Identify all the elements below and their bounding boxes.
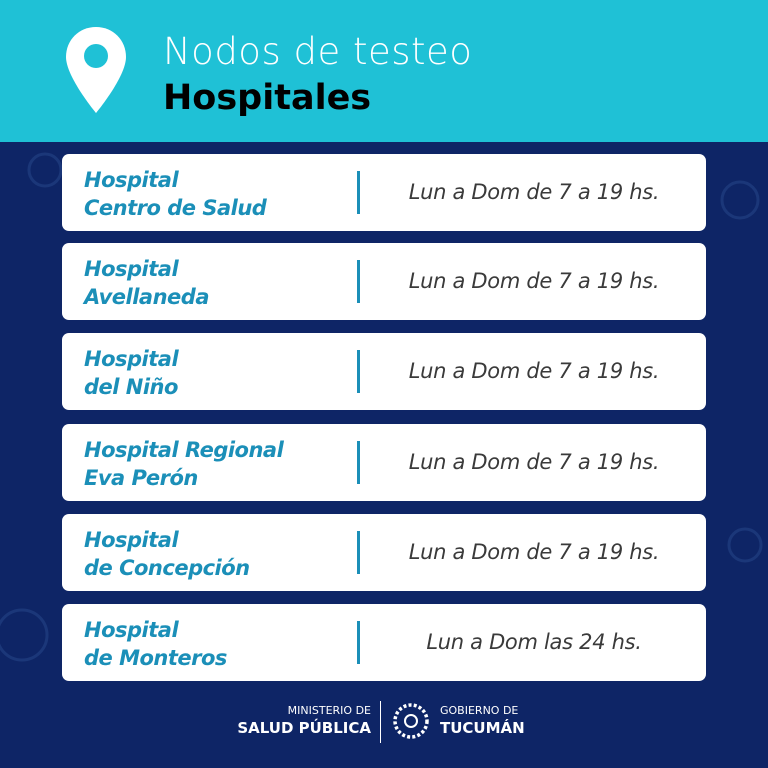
divider	[357, 531, 360, 574]
name-line1: Hospital	[84, 347, 179, 371]
hospital-name: Hospital del Niño	[84, 345, 179, 401]
gov-line1: GOBIERNO DE	[440, 704, 519, 717]
name-line1: Hospital	[84, 528, 179, 552]
ministry-line2: SALUD PÚBLICA	[237, 719, 371, 737]
hospital-name: Hospital de Monteros	[84, 616, 227, 672]
hospital-hours: Lun a Dom de 7 a 19 hs.	[408, 450, 660, 474]
name-line1: Hospital	[84, 168, 179, 192]
hospital-hours: Lun a Dom de 7 a 19 hs.	[408, 359, 660, 383]
name-line1: Hospital Regional	[84, 438, 284, 462]
gov-line2: TUCUMÁN	[440, 719, 525, 737]
hospital-name: Hospital Regional Eva Perón	[84, 436, 284, 492]
hospital-hours: Lun a Dom de 7 a 19 hs.	[408, 269, 660, 293]
virus-decoration-icon	[0, 608, 49, 662]
hospital-card: Hospital de Monteros Lun a Dom las 24 hs.	[62, 604, 706, 681]
name-line2: del Niño	[84, 375, 178, 399]
name-line2: de Monteros	[84, 646, 227, 670]
divider	[357, 441, 360, 484]
name-line2: Eva Perón	[84, 466, 198, 490]
footer-divider	[380, 701, 381, 743]
map-pin-icon	[66, 27, 126, 113]
name-line2: de Concepción	[84, 556, 250, 580]
hospital-name: Hospital de Concepción	[84, 526, 250, 582]
name-line1: Hospital	[84, 257, 179, 281]
hospital-card: Hospital del Niño Lun a Dom de 7 a 19 hs.	[62, 333, 706, 410]
title-line1: Nodos de testeo	[163, 30, 473, 73]
hospital-hours: Lun a Dom de 7 a 19 hs.	[408, 540, 660, 564]
name-line1: Hospital	[84, 618, 179, 642]
virus-decoration-icon	[727, 527, 763, 563]
hospital-card: Hospital Avellaneda Lun a Dom de 7 a 19 h…	[62, 243, 706, 320]
hospital-card: Hospital Centro de Salud Lun a Dom de 7 a…	[62, 154, 706, 231]
virus-decoration-icon	[720, 180, 760, 220]
hospital-name: Hospital Centro de Salud	[84, 166, 267, 222]
header: Nodos de testeo Hospitales	[0, 0, 768, 142]
divider	[357, 621, 360, 664]
title-line2: Hospitales	[163, 78, 372, 118]
divider	[357, 350, 360, 393]
tucuman-sun-logo-icon	[393, 703, 429, 739]
hospital-name: Hospital Avellaneda	[84, 255, 210, 311]
hospital-card: Hospital de Concepción Lun a Dom de 7 a 1…	[62, 514, 706, 591]
name-line2: Centro de Salud	[84, 196, 267, 220]
virus-decoration-icon	[27, 152, 63, 188]
hospital-hours: Lun a Dom de 7 a 19 hs.	[408, 180, 660, 204]
divider	[357, 171, 360, 214]
name-line2: Avellaneda	[84, 285, 210, 309]
hospital-card: Hospital Regional Eva Perón Lun a Dom de …	[62, 424, 706, 501]
hospital-hours: Lun a Dom las 24 hs.	[426, 630, 642, 654]
ministry-line1: MINISTERIO DE	[287, 704, 371, 717]
divider	[357, 260, 360, 303]
footer: MINISTERIO DE SALUD PÚBLICA GOBIERNO DE …	[0, 695, 768, 747]
